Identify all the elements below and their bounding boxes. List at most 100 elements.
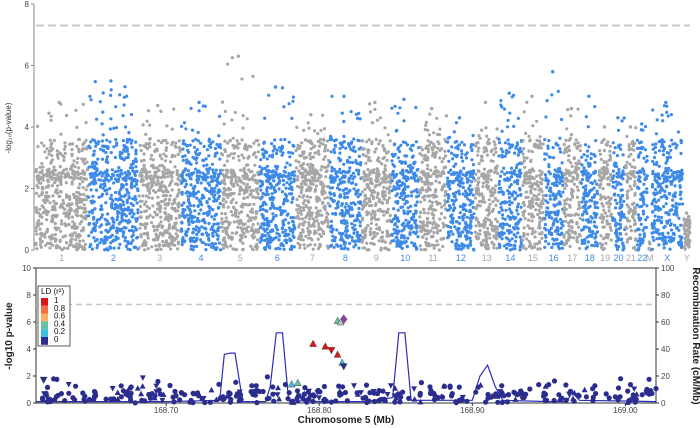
manhattan-point — [89, 171, 93, 176]
manhattan-point — [406, 206, 410, 210]
manhattan-point — [540, 170, 544, 174]
manhattan-point — [329, 226, 333, 230]
manhattan-point — [527, 149, 531, 153]
manhattan-point — [599, 157, 603, 161]
manhattan-point — [329, 196, 333, 200]
manhattan-point — [127, 241, 131, 245]
manhattan-point — [317, 173, 321, 177]
manhattan-point — [55, 149, 59, 153]
manhattan-point — [365, 241, 369, 245]
manhattan-point — [350, 222, 354, 226]
manhattan-point — [249, 244, 253, 248]
manhattan-point — [168, 183, 172, 187]
manhattan-point — [510, 237, 514, 241]
manhattan-point — [58, 246, 62, 250]
manhattan-point — [545, 185, 549, 189]
manhattan-peak-point — [273, 85, 278, 89]
manhattan-point — [156, 195, 160, 199]
manhattan-point — [432, 131, 436, 135]
manhattan-point — [308, 214, 312, 218]
manhattan-point — [299, 191, 303, 195]
manhattan-point — [120, 214, 124, 218]
manhattan-point — [424, 175, 428, 179]
manhattan-point — [274, 214, 278, 218]
manhattan-point — [297, 225, 301, 229]
manhattan-point — [187, 174, 191, 178]
manhattan-point — [593, 205, 597, 209]
manhattan-point — [87, 222, 91, 226]
manhattan-point — [218, 248, 223, 252]
manhattan-point — [375, 118, 379, 122]
manhattan-point — [494, 146, 498, 150]
manhattan-point — [341, 145, 345, 149]
manhattan-point — [366, 223, 370, 228]
manhattan-point — [377, 198, 382, 202]
manhattan-point — [344, 219, 348, 223]
manhattan-point — [460, 152, 464, 156]
manhattan-point — [197, 198, 201, 202]
manhattan-point — [348, 160, 352, 164]
manhattan-point — [41, 165, 45, 169]
manhattan-point — [328, 137, 332, 142]
manhattan-point — [230, 118, 234, 122]
manhattan-point — [159, 200, 163, 204]
manhattan-point — [514, 222, 518, 226]
manhattan-point — [139, 171, 143, 175]
manhattan-point — [162, 152, 166, 156]
manhattan-point — [414, 245, 418, 249]
manhattan-point — [300, 166, 305, 170]
manhattan-point — [432, 220, 436, 224]
manhattan-point — [127, 218, 131, 222]
manhattan-point — [341, 238, 345, 242]
manhattan-point — [572, 182, 577, 186]
manhattan-point — [119, 194, 123, 198]
manhattan-point — [134, 140, 138, 144]
manhattan-point — [530, 150, 534, 154]
manhattan-point — [307, 126, 311, 130]
manhattan-point — [558, 136, 562, 140]
manhattan-point — [195, 233, 199, 237]
manhattan-peak-point — [551, 70, 555, 74]
manhattan-point — [392, 207, 396, 211]
manhattan-point — [501, 226, 505, 230]
manhattan-point — [536, 183, 540, 187]
manhattan-point — [125, 94, 129, 98]
manhattan-point — [358, 214, 362, 218]
manhattan-point — [164, 194, 168, 198]
manhattan-point — [97, 195, 101, 199]
manhattan-point — [457, 189, 461, 193]
manhattan-point — [341, 214, 345, 218]
manhattan-point — [466, 197, 470, 201]
manhattan-point — [207, 221, 211, 226]
manhattan-point — [246, 219, 250, 223]
manhattan-point — [454, 190, 458, 195]
manhattan-point — [580, 155, 584, 159]
manhattan-point — [536, 247, 540, 251]
manhattan-point — [416, 235, 420, 239]
manhattan-point — [364, 161, 368, 165]
manhattan-point — [342, 188, 346, 192]
manhattan-point — [395, 235, 399, 239]
manhattan-point — [99, 178, 103, 182]
manhattan-point — [230, 231, 234, 235]
manhattan-point — [257, 143, 261, 147]
manhattan-point — [498, 179, 502, 183]
manhattan-point — [186, 227, 190, 231]
manhattan-point — [89, 188, 93, 192]
manhattan-point — [191, 220, 195, 224]
manhattan-point — [472, 212, 476, 216]
manhattan-point — [342, 134, 346, 138]
manhattan-point — [148, 213, 152, 217]
manhattan-point — [266, 241, 270, 245]
manhattan-point — [250, 228, 255, 232]
manhattan-point — [260, 148, 264, 152]
manhattan-point — [516, 153, 520, 157]
manhattan-point — [547, 242, 551, 246]
manhattan-point — [184, 127, 188, 131]
manhattan-point — [350, 181, 355, 185]
manhattan-point — [180, 221, 184, 225]
manhattan-point — [367, 138, 371, 142]
manhattan-point — [133, 172, 137, 176]
manhattan-point — [374, 147, 378, 151]
manhattan-point — [248, 202, 252, 207]
